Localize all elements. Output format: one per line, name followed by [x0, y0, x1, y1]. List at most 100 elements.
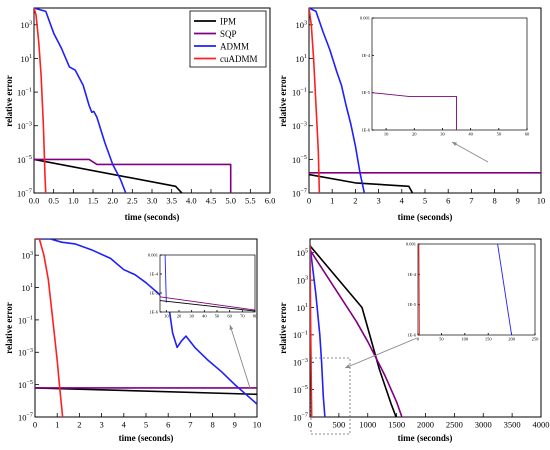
x-tick-label: 40 [202, 314, 207, 319]
x-tick-label: 30 [189, 314, 194, 319]
y-tick-label: 10−1 [17, 87, 32, 97]
y-tick-label: 10−5 [293, 385, 308, 395]
inset-chart: 0 50 100 150 200 250 0.001 1E-4 1E-5 1E-6 [406, 242, 539, 342]
series-cuadmm-line [35, 239, 64, 417]
x-tick-label: 0 [308, 420, 312, 430]
x-axis-label: time (seconds) [125, 212, 180, 222]
y-tick-label: 10−7 [17, 188, 32, 198]
x-tick-label: 8 [492, 196, 496, 206]
x-tick-label: 7 [469, 196, 473, 206]
x-tick-label: 200 [508, 337, 516, 342]
x-axis-label: time (seconds) [398, 212, 453, 222]
inset-pointer-arrowhead [345, 364, 350, 369]
x-tick-label: 50 [439, 337, 444, 342]
series-admm-line [310, 245, 326, 417]
x-tick-label: 4.5 [206, 196, 217, 206]
x-tick-label: 1 [330, 196, 334, 206]
y-tick-label: 1E-5 [407, 302, 416, 307]
panel-bottom-right: 0 500 1000 1500 2000 2500 3000 3500 400010510310… [278, 238, 550, 443]
x-tick-label: 10 [164, 314, 169, 319]
x-tick-label: 1 [55, 420, 59, 430]
x-tick-label: 2 [353, 196, 357, 206]
x-tick-label: 10 [384, 132, 389, 137]
y-tick-label: 10−3 [18, 348, 33, 358]
series-cuadmm-line [309, 8, 321, 193]
legend: IPM SQP ADMM cuADMM [189, 10, 267, 68]
y-tick-label: 101 [20, 54, 32, 64]
y-tick-label: 10−7 [293, 412, 308, 422]
inset-chart: 10 20 30 40 50 60 0.001 1E-4 1E-5 1E-6 [360, 16, 530, 137]
x-tick-label: 1.5 [88, 196, 99, 206]
x-tick-label: 3 [376, 196, 380, 206]
y-axis-label: relative error [278, 75, 288, 126]
x-tick-label: 3.0 [147, 196, 158, 206]
y-tick-label: 10−5 [18, 380, 33, 390]
x-tick-label: 40 [468, 132, 473, 137]
inset-pointer-line [451, 141, 489, 163]
y-tick-label: 103 [296, 275, 308, 285]
y-tick-label: 10−7 [18, 412, 33, 422]
x-axis-label: time (seconds) [119, 433, 174, 443]
x-tick-label: 6 [446, 196, 450, 206]
series-ipm-line [309, 173, 414, 193]
inset-pointer-line [229, 324, 251, 389]
legend-label-sqp: SQP [220, 29, 237, 39]
series-admm-line [497, 244, 513, 335]
x-tick-label: 2.5 [127, 196, 138, 206]
series-ipm-line [160, 300, 255, 312]
y-tick-label: 101 [295, 54, 307, 64]
y-tick-label: 10−1 [293, 330, 308, 340]
series-admm-line [309, 8, 366, 193]
y-tick-label: 10−3 [17, 121, 32, 131]
panel-bottom-left: 0 1 2 3 4 5 6 7 8 9 10 103 101 10−1 10−3 10−5 10−7 time (… [4, 238, 262, 443]
x-tick-label: 50 [215, 314, 220, 319]
panel-top-right: 0 1 2 3 4 5 6 7 8 9 10 103 101 10−1 10−3 10−5 10−7 time (… [278, 7, 545, 222]
zoom-region-box [310, 357, 351, 435]
x-tick-label: 0 [33, 420, 37, 430]
inset-frame [417, 243, 536, 336]
x-tick-label: 0 [307, 196, 311, 206]
y-tick-label: 10−7 [292, 188, 307, 198]
x-tick-label: 70 [240, 314, 245, 319]
series-sqp-line [310, 249, 403, 417]
x-tick-label: 1000 [359, 420, 376, 430]
x-tick-label: 80 [253, 314, 258, 319]
y-tick-label: 1E-6 [361, 128, 370, 133]
inset-pointer-arrowhead [229, 325, 234, 330]
y-tick-label: 1E-5 [149, 291, 158, 296]
y-tick-label: 0.001 [406, 242, 416, 247]
y-tick-label: 103 [21, 251, 33, 261]
x-tick-label: 3 [99, 420, 103, 430]
x-tick-label: 10 [253, 420, 262, 430]
x-tick-label: 20 [177, 314, 182, 319]
x-tick-label: 2.0 [107, 196, 118, 206]
y-tick-label: 0.001 [360, 16, 370, 21]
y-tick-label: 1E-4 [149, 272, 158, 277]
x-tick-label: 60 [525, 132, 530, 137]
y-axis-label: relative error [4, 302, 14, 353]
x-tick-label: 3.5 [166, 196, 177, 206]
x-tick-label: 2000 [417, 420, 434, 430]
x-tick-label: 2500 [446, 420, 463, 430]
y-tick-label: 103 [295, 20, 307, 30]
y-tick-label: 1E-4 [361, 53, 370, 58]
x-tick-label: 100 [461, 337, 469, 342]
x-tick-label: 9 [516, 196, 520, 206]
y-axis-label: relative error [4, 75, 14, 126]
series-cuadmm-line [418, 244, 420, 335]
x-tick-label: 4 [122, 420, 127, 430]
y-tick-label: 1E-6 [149, 310, 158, 315]
y-tick-label: 101 [21, 283, 33, 293]
y-tick-label: 10−1 [292, 87, 307, 97]
series-cuadmm-line [34, 8, 47, 193]
inset-pointer-arrowhead [452, 142, 457, 146]
y-tick-label: 0.001 [148, 253, 158, 258]
y-tick-label: 10−1 [18, 315, 33, 325]
x-tick-label: 5.0 [225, 196, 236, 206]
x-tick-label: 6.0 [265, 196, 276, 206]
x-tick-label: 20 [412, 132, 417, 137]
x-tick-label: 60 [227, 314, 232, 319]
x-tick-label: 8 [210, 420, 214, 430]
x-tick-label: 1.0 [68, 196, 79, 206]
x-tick-label: 4000 [533, 420, 550, 430]
